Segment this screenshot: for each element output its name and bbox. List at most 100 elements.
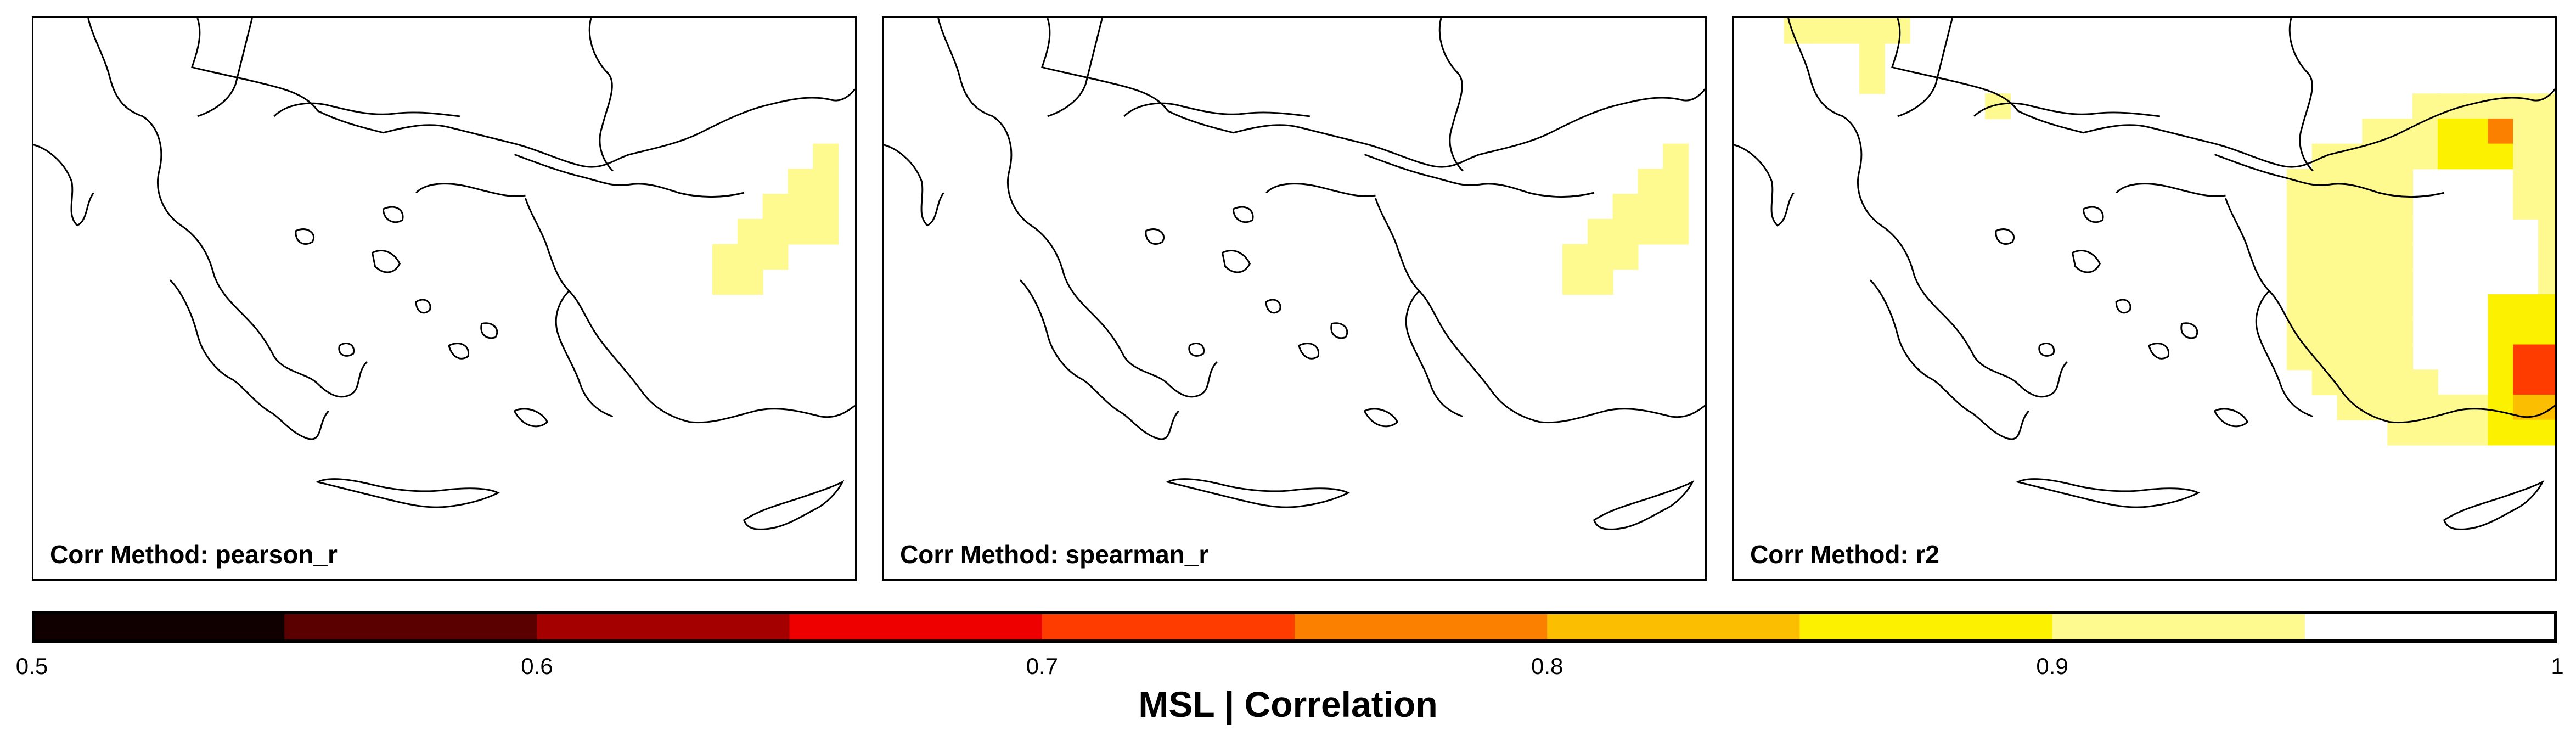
correlation-cell [2488, 118, 2514, 144]
correlation-cell [813, 194, 839, 220]
correlation-cell [1562, 269, 1588, 295]
correlation-cell [2286, 218, 2313, 245]
colorbar [32, 611, 2557, 643]
coastline-segment [588, 18, 614, 172]
correlation-cell [2513, 344, 2539, 370]
correlation-cell [2538, 194, 2555, 220]
colorbar-tick-label: 0.9 [2036, 653, 2068, 679]
coastline-segment [273, 102, 460, 117]
coastline-segment [371, 250, 401, 273]
correlation-cell [2337, 194, 2363, 220]
correlation-cell [2362, 169, 2388, 195]
correlation-cell [1612, 218, 1639, 245]
panel-title: Corr Method: spearman_r [900, 540, 1209, 569]
coastline-segment [2288, 18, 2314, 172]
panel-title: Corr Method: pearson_r [50, 540, 338, 569]
correlation-cell [1859, 18, 1885, 44]
correlation-cell [2412, 419, 2438, 446]
coastline-segment [524, 198, 855, 424]
correlation-cell [737, 244, 763, 270]
correlation-cell [1859, 43, 1885, 69]
correlation-cell [2362, 369, 2388, 395]
correlation-cell [737, 218, 763, 245]
correlation-cell [2538, 369, 2555, 395]
correlation-cell [2362, 394, 2388, 420]
correlation-cell [762, 194, 789, 220]
correlation-cells [1562, 143, 1689, 295]
coastline-segment [1995, 228, 2015, 245]
correlation-cell [2387, 269, 2414, 295]
correlation-cell [2362, 218, 2388, 245]
coastline [33, 18, 855, 530]
correlation-cell [788, 194, 814, 220]
correlation-cell [2362, 344, 2388, 370]
correlation-cell [2286, 244, 2313, 270]
coastline-segment [1019, 279, 1179, 440]
coastline-segment [1188, 343, 1205, 357]
correlation-cell [2387, 419, 2414, 446]
correlation-cell [2362, 143, 2388, 170]
coastline-segment [1363, 408, 1399, 428]
correlation-cell [2488, 394, 2514, 420]
coastline-segment [33, 144, 94, 227]
correlation-cell [2362, 194, 2388, 220]
coastline-segment [2038, 343, 2055, 357]
coastline-segment [1298, 343, 1320, 360]
correlation-cell [1663, 194, 1689, 220]
correlation-cell [2412, 369, 2438, 395]
map-panel-r2: Corr Method: r2 [1732, 16, 2557, 581]
coastline-segment [513, 408, 549, 428]
correlation-cell [2311, 344, 2338, 370]
correlation-cell [2311, 169, 2338, 195]
map-canvas [1734, 18, 2555, 530]
coastline-segment [1364, 154, 1595, 198]
correlation-cell [2412, 118, 2438, 144]
coastline-segment [743, 480, 845, 530]
correlation-cell [2513, 143, 2539, 170]
correlation-cell [2513, 294, 2539, 320]
correlation-cell [2387, 118, 2414, 144]
coastline-segment [1405, 290, 1464, 418]
coastline-segment [1123, 102, 1311, 117]
map-canvas [33, 18, 855, 530]
correlation-cell [1663, 218, 1689, 245]
correlation-cell [1587, 269, 1613, 295]
coastline-segment [884, 144, 944, 227]
coastline-segment [448, 343, 470, 360]
coastline-segment [382, 206, 404, 223]
correlation-cell [2513, 369, 2539, 395]
coastline-segment [1145, 228, 1165, 245]
correlation-cell [2337, 169, 2363, 195]
correlation-cell [2538, 419, 2555, 446]
coastline [1734, 18, 2555, 530]
correlation-cell [1562, 244, 1588, 270]
correlation-cell [2387, 294, 2414, 320]
correlation-cell [1784, 18, 1810, 44]
correlation-cell [2286, 344, 2313, 370]
coastline-segment [2116, 183, 2226, 197]
coastline [884, 18, 1705, 530]
correlation-cell [2488, 419, 2514, 446]
correlation-cell [1834, 18, 1860, 44]
coastline-segment [2224, 198, 2555, 424]
correlation-cell [2362, 319, 2388, 345]
coastline-segment [1891, 18, 2555, 168]
coastline-segment [2082, 206, 2104, 223]
correlation-cell [2437, 118, 2463, 144]
correlation-cell [2362, 244, 2388, 270]
coastline-segment [937, 18, 1218, 398]
correlation-cell [2538, 118, 2555, 144]
correlation-cell [2513, 194, 2539, 220]
coastline-segment [1897, 18, 1953, 117]
correlation-cell [2387, 394, 2414, 420]
correlation-cell [2387, 344, 2414, 370]
correlation-cell [1663, 143, 1689, 170]
correlation-cell [2286, 269, 2313, 295]
coastline-segment [197, 18, 253, 117]
coastline-segment [169, 279, 329, 440]
correlation-cell [2311, 194, 2338, 220]
coastline-segment [2071, 250, 2101, 273]
correlation-cell [2387, 218, 2414, 245]
coastline-segment [1438, 18, 1464, 172]
correlation-cell [2538, 218, 2555, 245]
